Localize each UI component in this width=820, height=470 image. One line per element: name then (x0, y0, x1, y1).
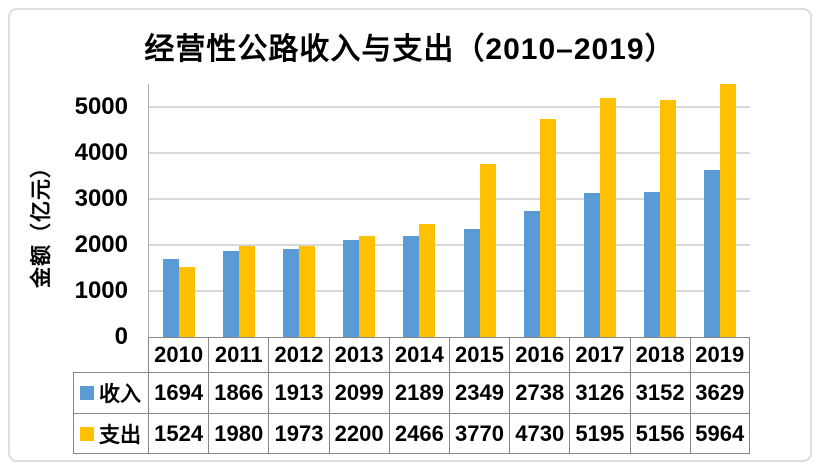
expense-bar-2012 (299, 246, 316, 337)
income-bar-2015 (463, 228, 480, 337)
expense-bar-2015 (479, 163, 496, 337)
y-tick-label: 5000 (74, 93, 128, 120)
expense-value-cell-2015: 3770 (448, 413, 510, 454)
income-value-cell-2010: 1694 (148, 372, 209, 413)
gridline (149, 198, 750, 200)
income-bar-2016 (523, 211, 540, 337)
year-cell-2015: 2015 (448, 337, 510, 372)
y-axis-ticks: 0 1000 2000 3000 4000 5000 (0, 84, 128, 350)
bar-group-2012 (269, 84, 329, 337)
expense-bar-2010 (179, 266, 196, 337)
expense-legend-label: 支出 (99, 423, 141, 447)
expense-value-cell-2013: 2200 (328, 413, 389, 454)
expense-value-cell-2011: 1980 (208, 413, 269, 454)
expense-value-cell-2018: 5156 (629, 413, 690, 454)
income-bar-2012 (283, 249, 300, 337)
income-value-cell-2018: 3152 (629, 372, 690, 413)
y-tick-label: 3000 (74, 185, 128, 212)
expense-bar-2018 (659, 99, 676, 337)
data-table: 2010 2011 2012 2013 2014 2015 2016 2017 2018 2019… (73, 337, 750, 454)
gridline (149, 244, 750, 246)
y-tick-label: 4000 (74, 139, 128, 166)
expense-value-cell-2017: 5195 (569, 413, 630, 454)
year-cell-2012: 2012 (268, 337, 329, 372)
table-corner-spacer (73, 337, 148, 372)
expense-value-cell-2014: 2466 (388, 413, 449, 454)
income-value-cell-2019: 3629 (689, 372, 750, 413)
expense-legend-cell: 支出 (73, 413, 148, 454)
expense-value-cell-2012: 1973 (268, 413, 329, 454)
bar-group-2013 (329, 84, 389, 337)
income-bar-2019 (703, 170, 720, 337)
gridline (149, 290, 750, 292)
income-legend-label: 收入 (99, 383, 141, 406)
year-cell-2016: 2016 (509, 337, 570, 372)
income-value-cell-2014: 2189 (388, 372, 449, 413)
y-tick-label: 0 (114, 323, 128, 350)
bar-group-2015 (449, 84, 509, 337)
income-bar-2017 (583, 193, 600, 337)
year-cell-2017: 2017 (569, 337, 630, 372)
gridline (149, 152, 750, 154)
bar-group-2018 (630, 84, 690, 337)
bar-group-2017 (570, 84, 630, 337)
income-value-cell-2017: 3126 (569, 372, 630, 413)
expense-value-cell-2019: 5964 (689, 413, 750, 454)
income-bar-2013 (343, 240, 360, 337)
bar-group-2019 (690, 84, 750, 337)
income-value-cell-2015: 2349 (448, 372, 510, 413)
income-bar-2018 (643, 192, 660, 337)
year-cell-2018: 2018 (629, 337, 690, 372)
year-cell-2010: 2010 (148, 337, 209, 372)
income-value-cell-2013: 2099 (328, 372, 389, 413)
expense-bar-2017 (599, 98, 616, 337)
income-bar-2011 (223, 251, 240, 337)
income-value-cell-2016: 2738 (509, 372, 570, 413)
income-legend-cell: 收入 (73, 372, 148, 413)
year-cell-2013: 2013 (328, 337, 389, 372)
chart-title: 经营性公路收入与支出（2010–2019） (144, 33, 676, 66)
income-value-cell-2012: 1913 (268, 372, 329, 413)
y-tick-label: 1000 (74, 277, 128, 304)
gridline (149, 106, 750, 108)
expense-bar-2011 (239, 245, 256, 337)
income-legend-swatch-icon (80, 386, 94, 400)
y-tick-label: 2000 (74, 231, 128, 258)
year-cell-2019: 2019 (689, 337, 750, 372)
plot-area (148, 84, 750, 337)
expense-legend-swatch-icon (80, 426, 94, 441)
bar-group-2010 (149, 84, 209, 337)
bar-group-2014 (389, 84, 449, 337)
expense-bar-2019 (719, 84, 736, 337)
expense-bar-2014 (419, 223, 436, 337)
income-bar-2014 (403, 236, 420, 337)
income-bar-2010 (163, 259, 180, 337)
expense-value-cell-2010: 1524 (148, 413, 209, 454)
expense-bar-2013 (359, 235, 376, 337)
year-cell-2011: 2011 (208, 337, 269, 372)
expense-bar-2016 (539, 119, 556, 337)
expense-value-cell-2016: 4730 (509, 413, 570, 454)
year-cell-2014: 2014 (388, 337, 449, 372)
bar-group-2016 (510, 84, 570, 337)
bar-group-2011 (209, 84, 269, 337)
income-value-cell-2011: 1866 (208, 372, 269, 413)
